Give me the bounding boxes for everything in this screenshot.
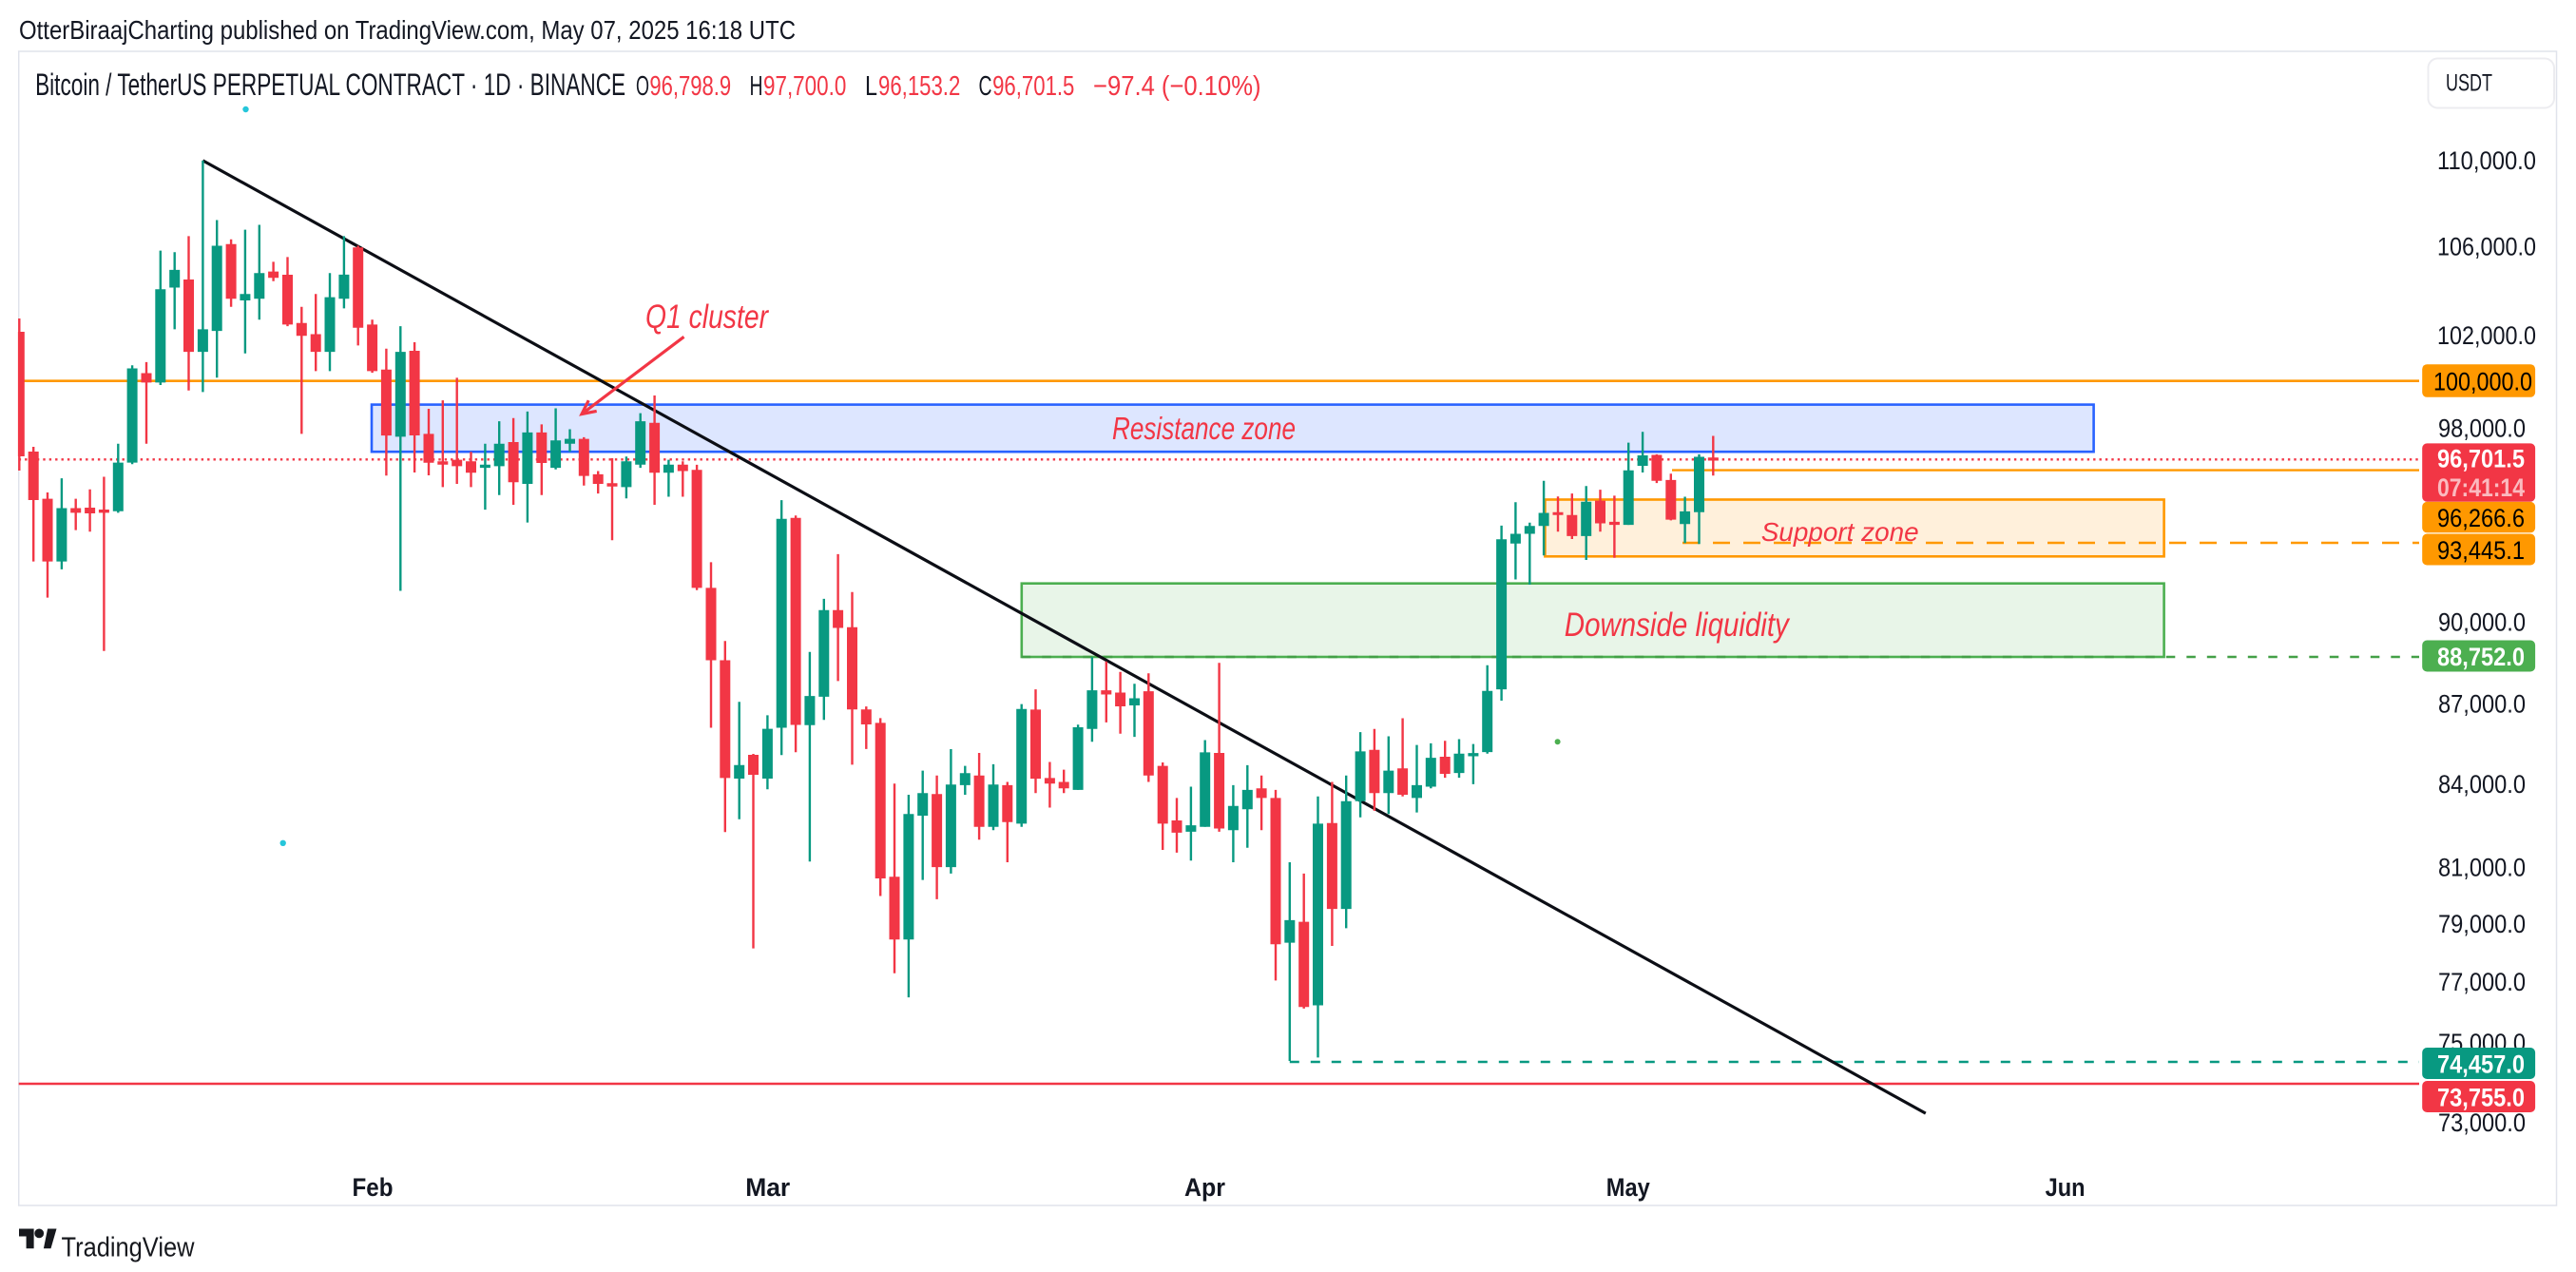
svg-text:Downside liquidity: Downside liquidity bbox=[1565, 607, 1791, 644]
svg-text:88,752.0: 88,752.0 bbox=[2437, 643, 2525, 671]
svg-text:106,000.0: 106,000.0 bbox=[2437, 232, 2536, 260]
svg-text:93,445.1: 93,445.1 bbox=[2437, 536, 2525, 565]
svg-text:96,798.9: 96,798.9 bbox=[649, 71, 731, 102]
svg-text:100,000.0: 100,000.0 bbox=[2433, 368, 2532, 396]
svg-text:−97.4 (−0.10%): −97.4 (−0.10%) bbox=[1093, 71, 1261, 102]
svg-text:Feb: Feb bbox=[353, 1173, 394, 1202]
svg-text:Jun: Jun bbox=[2046, 1173, 2086, 1202]
svg-text:81,000.0: 81,000.0 bbox=[2438, 854, 2526, 882]
svg-text:Q1 cluster: Q1 cluster bbox=[645, 299, 769, 336]
svg-text:Resistance zone: Resistance zone bbox=[1112, 411, 1296, 446]
svg-text:110,000.0: 110,000.0 bbox=[2437, 146, 2536, 175]
svg-text:77,000.0: 77,000.0 bbox=[2438, 968, 2526, 996]
svg-text:OtterBiraajCharting published: OtterBiraajCharting published on Trading… bbox=[19, 15, 796, 45]
svg-text:73,000.0: 73,000.0 bbox=[2438, 1108, 2526, 1137]
svg-text:74,457.0: 74,457.0 bbox=[2437, 1050, 2525, 1079]
svg-text:TradingView: TradingView bbox=[62, 1233, 196, 1263]
svg-text:Bitcoin / TetherUS PERPETUAL C: Bitcoin / TetherUS PERPETUAL CONTRACT · … bbox=[35, 67, 625, 102]
svg-text:Apr: Apr bbox=[1184, 1173, 1225, 1202]
svg-text:H: H bbox=[750, 71, 763, 102]
svg-text:L: L bbox=[865, 71, 877, 102]
svg-text:07:41:14: 07:41:14 bbox=[2437, 473, 2525, 502]
svg-text:Support zone: Support zone bbox=[1761, 517, 1919, 547]
svg-text:98,000.0: 98,000.0 bbox=[2438, 414, 2526, 442]
svg-text:May: May bbox=[1606, 1173, 1650, 1202]
svg-text:96,701.5: 96,701.5 bbox=[992, 71, 1074, 102]
svg-text:79,000.0: 79,000.0 bbox=[2438, 910, 2526, 938]
svg-text:96,266.6: 96,266.6 bbox=[2437, 504, 2525, 532]
svg-text:97,700.0: 97,700.0 bbox=[763, 71, 846, 102]
svg-text:O: O bbox=[636, 71, 649, 102]
svg-text:96,153.2: 96,153.2 bbox=[878, 71, 960, 102]
svg-text:Mar: Mar bbox=[745, 1173, 790, 1202]
svg-text:C: C bbox=[979, 71, 992, 102]
svg-text:87,000.0: 87,000.0 bbox=[2438, 690, 2526, 719]
svg-text:84,000.0: 84,000.0 bbox=[2438, 770, 2526, 799]
svg-text:73,755.0: 73,755.0 bbox=[2437, 1084, 2525, 1112]
svg-text:96,701.5: 96,701.5 bbox=[2437, 445, 2525, 473]
svg-text:102,000.0: 102,000.0 bbox=[2437, 321, 2536, 350]
svg-text:90,000.0: 90,000.0 bbox=[2438, 608, 2526, 637]
svg-text:USDT: USDT bbox=[2446, 70, 2492, 97]
